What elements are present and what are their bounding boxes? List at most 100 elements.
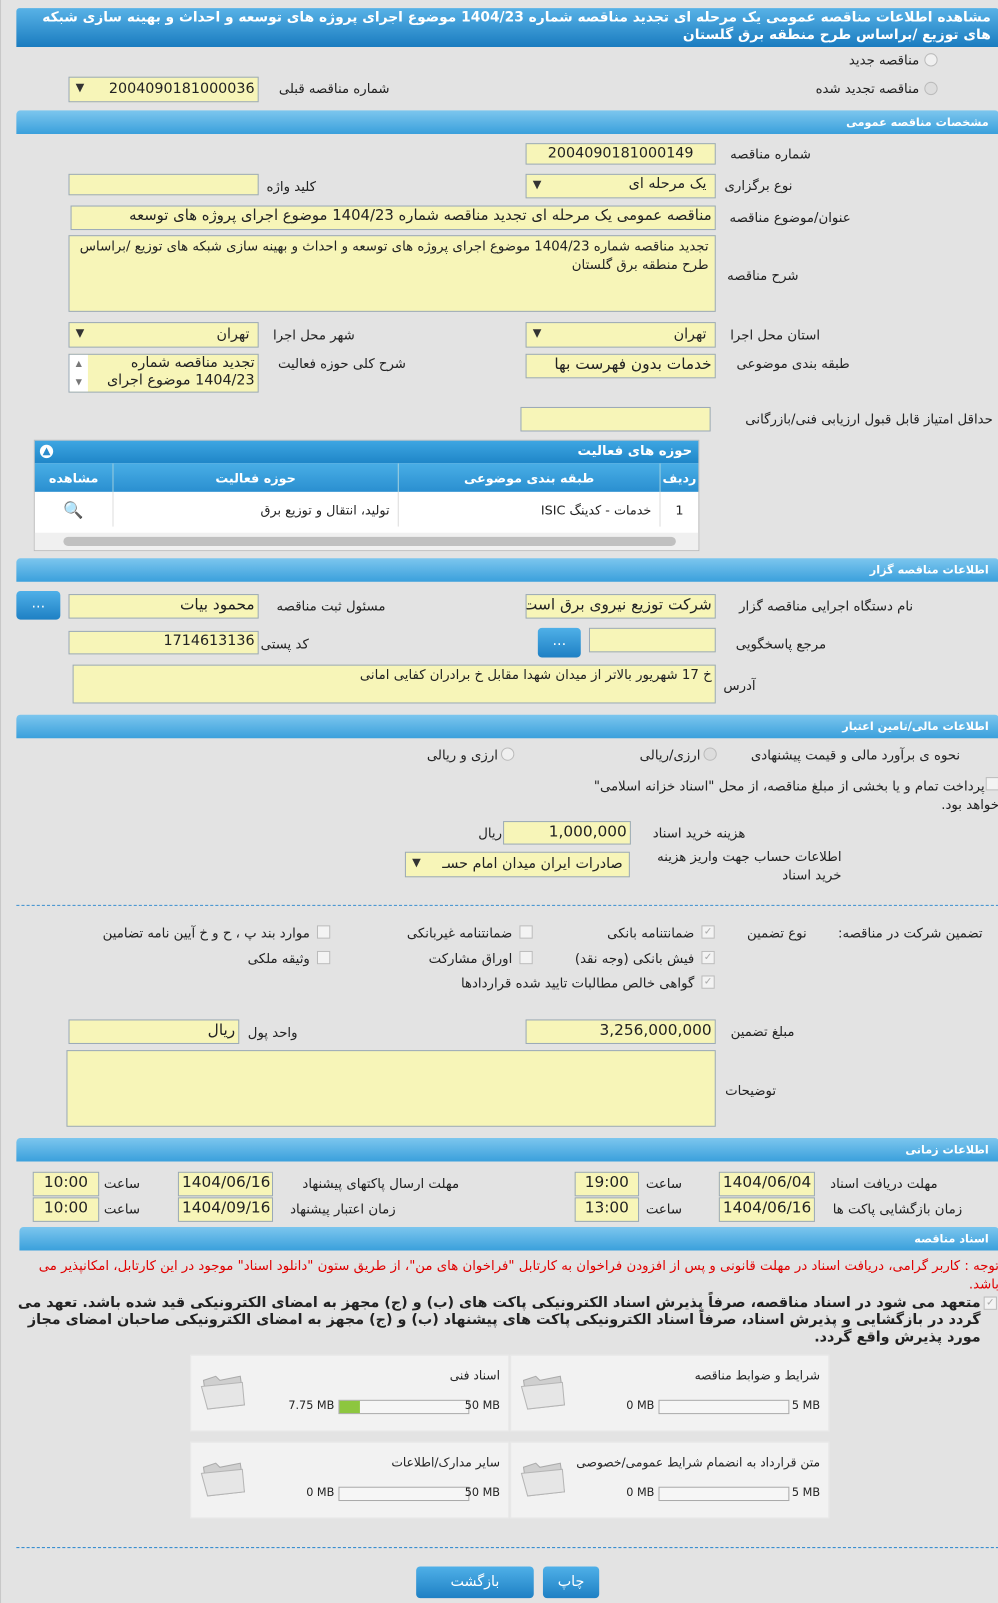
subject-field[interactable]: مناقصه عمومی یک مرحله ای تجدید مناقصه شم…	[70, 205, 716, 231]
doc-fee-field: 1,000,000	[503, 821, 631, 845]
file-box[interactable]: شرایط و ضوابط مناقصه 0 MB 5 MB	[510, 1354, 830, 1432]
guarantee-checkbox[interactable]	[316, 950, 331, 965]
min-score-field[interactable]	[520, 406, 711, 432]
opening-time: 13:00	[574, 1197, 640, 1222]
prev-number-select[interactable]: ▼ 2004090181000036	[68, 76, 259, 103]
estimate-label: نحوه ی برآورد مالی و قیمت پیشنهادی	[750, 748, 961, 764]
guarantee-checkbox[interactable]	[519, 925, 533, 939]
ref-field[interactable]	[588, 627, 716, 653]
file-name: متن قرارداد به انضمام شرایط عمومی/خصوصی	[576, 1455, 821, 1470]
guarantee-option-label: ضمانتنامه غیربانکی	[406, 926, 513, 942]
folder-icon	[520, 1462, 566, 1497]
col-field[interactable]: حوزه فعالیت	[112, 463, 399, 492]
file-progress-fill	[339, 1400, 360, 1414]
guarantee-checkbox[interactable]: ✓	[701, 975, 715, 989]
submit-field: 1404/06/16	[177, 1171, 274, 1197]
keyword-field[interactable]	[68, 173, 259, 196]
submit-time: 10:00	[32, 1171, 100, 1197]
commitment-checkbox[interactable]: ✓	[983, 1296, 997, 1310]
officer-label: مسئول ثبت مناقصه	[276, 599, 386, 615]
file-box[interactable]: اسناد فنی 7.75 MB 50 MB	[190, 1354, 510, 1432]
activity-desc-list[interactable]: تجدید مناقصه شماره 1404/23 موضوع اجرای ▲ ▼	[68, 353, 259, 393]
currency-field: ریال	[68, 1019, 240, 1044]
view-magnifier-icon[interactable]: 🔍	[63, 499, 84, 519]
table-header-row: ردیف طبقه بندی موضوعی حوزه فعالیت مشاهده	[34, 463, 699, 492]
chevron-down-icon: ▼	[75, 80, 85, 95]
guarantee-checkbox[interactable]	[519, 950, 533, 965]
amount-label: مبلغ تضمین	[730, 1024, 795, 1040]
type-select[interactable]: ▼ یک مرحله ای	[525, 173, 716, 199]
col-view[interactable]: مشاهده	[48, 469, 99, 486]
activities-grid: حوزه های فعالیت ▲ ردیف طبقه بندی موضوعی …	[33, 439, 700, 552]
postal-label: کد پستی	[260, 637, 309, 653]
treasury-checkbox[interactable]	[985, 777, 998, 791]
collapse-icon[interactable]: ▲	[39, 444, 54, 459]
back-button[interactable]: بازگشت	[416, 1566, 534, 1599]
doc-deadline-time: 19:00	[574, 1171, 640, 1197]
section-organizer: اطلاعات مناقصه گزار	[16, 558, 998, 582]
activities-grid-title-bar: حوزه های فعالیت ▲	[34, 440, 699, 464]
file-name: اسناد فنی	[449, 1368, 501, 1383]
guarantee-option-label: وثیقه ملکی	[247, 951, 310, 968]
guarantee-type-label: نوع تضمین	[746, 926, 807, 942]
submit-label: مهلت ارسال پاکتهای پیشنهاد	[302, 1176, 460, 1193]
prev-number-label: شماره مناقصه قبلی	[278, 81, 390, 98]
opt2-label: ارزی و ریالی	[426, 748, 498, 764]
guarantee-option-label: فیش بانکی (وجه نقد)	[574, 951, 695, 968]
province-select[interactable]: ▼ تهران	[525, 322, 716, 348]
col-index[interactable]: ردیف	[659, 463, 699, 492]
account-select[interactable]: ▼ صادرات ایران میدان امام حسـ	[404, 851, 630, 878]
chevron-down-icon: ▼	[532, 326, 542, 340]
guarantee-label: تضمین شرکت در مناقصه:	[838, 926, 983, 942]
subject-label: عنوان/موضوع مناقصه	[729, 210, 851, 226]
page-header: مشاهده اطلاعات مناقصه عمومی یک مرحله ای …	[16, 8, 998, 48]
desc-label: شرح مناقصه	[727, 268, 799, 285]
desc-field[interactable]: تجدید مناقصه شماره 1404/23 موضوع اجرای پ…	[68, 235, 716, 312]
file-progress	[338, 1486, 470, 1502]
org-field: شرکت توزیع نیروی برق است	[525, 594, 716, 619]
opening-field: 1404/06/16	[718, 1197, 815, 1222]
new-tender-label: مناقصه جدید	[848, 53, 920, 69]
print-button[interactable]: چاپ	[542, 1566, 600, 1599]
guarantee-checkbox[interactable]: ✓	[701, 950, 715, 965]
section-documents: اسناد مناقصه	[19, 1227, 998, 1251]
chevron-down-icon: ▼	[75, 326, 85, 340]
ref-label: مرجع پاسخگویی	[735, 637, 827, 653]
col-category[interactable]: طبقه بندی موضوعی	[397, 463, 661, 492]
guarantee-checkbox[interactable]	[316, 925, 331, 939]
time-label: ساعت	[103, 1202, 141, 1218]
min-score-label: حداقل امتیاز قابل قبول ارزیابی فنی/بازرگ…	[745, 412, 993, 428]
radio-currency-rial[interactable]	[703, 747, 717, 761]
city-select[interactable]: ▼ تهران	[68, 322, 259, 348]
opening-label: زمان بازگشایی پاکت ها	[832, 1202, 963, 1218]
amount-field: 3,256,000,000	[525, 1019, 716, 1044]
guarantee-option-label: گواهی خالص مطالبات تایید شده قراردادها	[460, 976, 695, 992]
file-box[interactable]: سایر مدارک/اطلاعات 0 MB 50 MB	[190, 1441, 510, 1519]
category-label: طبقه بندی موضوعی	[736, 356, 850, 373]
file-name: سایر مدارک/اطلاعات	[391, 1455, 501, 1470]
radio-currency-and-rial[interactable]	[501, 747, 515, 761]
number-label: شماره مناقصه	[730, 147, 811, 163]
validity-time: 10:00	[32, 1197, 100, 1222]
file-used: 7.75 MB	[288, 1398, 335, 1413]
radio-new-tender[interactable]	[924, 53, 938, 67]
divider	[16, 1547, 998, 1549]
city-label: شهر محل اجرا	[273, 328, 355, 344]
horizontal-scrollbar[interactable]	[34, 532, 699, 551]
commitment-text: متعهد می شود در اسناد مناقصه، صرفاً پذیر…	[17, 1294, 981, 1346]
renewed-tender-label: مناقصه تجدید شده	[815, 81, 920, 98]
folder-icon	[520, 1375, 566, 1410]
folder-icon	[200, 1462, 245, 1497]
activities-grid-title: حوزه های فعالیت	[577, 443, 693, 460]
guarantee-checkbox[interactable]: ✓	[701, 925, 715, 939]
officer-more-button[interactable]: ...	[16, 591, 61, 620]
documents-notice: توجه : کاربر گرامی، دریافت اسناد در مهلت…	[38, 1258, 998, 1293]
file-box[interactable]: متن قرارداد به انضمام شرایط عمومی/خصوصی 0…	[510, 1441, 830, 1519]
list-scrollbar[interactable]: ▲ ▼	[69, 354, 88, 392]
notes-field[interactable]	[66, 1050, 716, 1127]
ref-more-button[interactable]: ...	[537, 627, 581, 658]
file-used: 0 MB	[306, 1485, 335, 1499]
radio-renewed-tender[interactable]	[924, 81, 938, 96]
file-used: 0 MB	[626, 1485, 655, 1499]
